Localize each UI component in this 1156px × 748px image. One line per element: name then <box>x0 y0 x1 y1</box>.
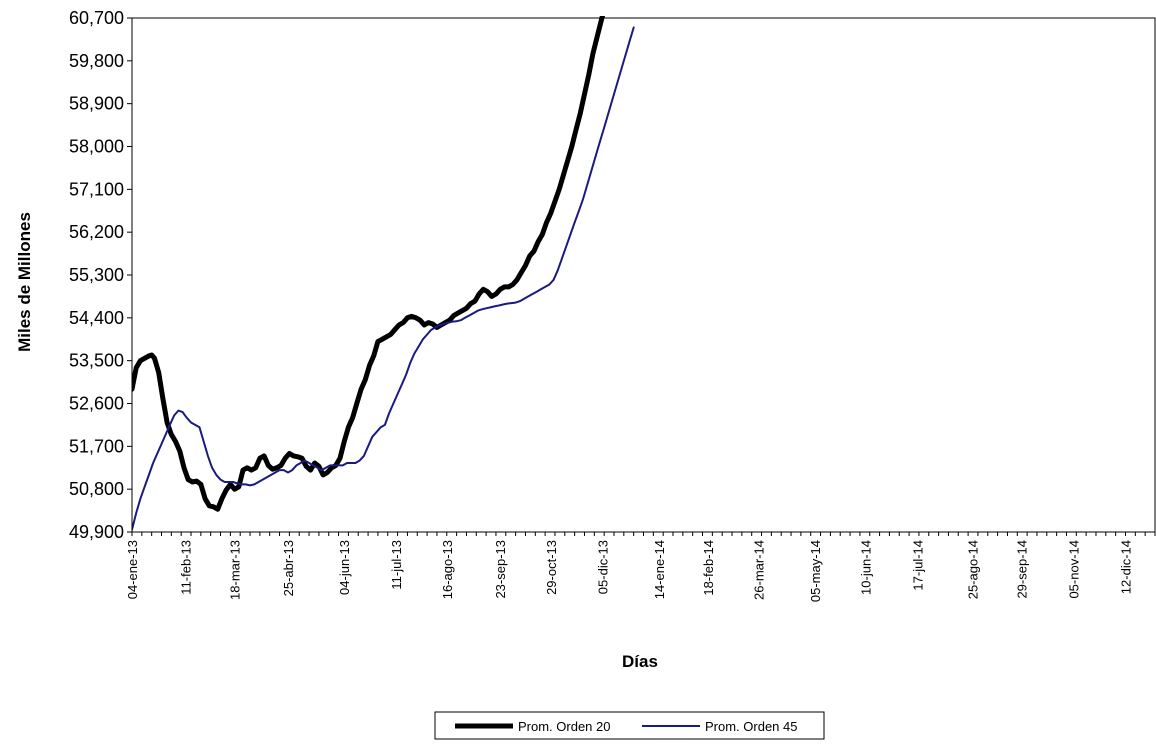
axes-group: 49,900 50,800 51,700 52,600 53,500 54,400 55,3… <box>69 8 1156 602</box>
x-axis-title: Días <box>622 652 658 671</box>
x-tick-label: 23-sep-13 <box>493 540 508 599</box>
series-line-1 <box>132 16 606 512</box>
y-tick-label: 53,500 <box>69 351 124 371</box>
y-tick-label: 57,100 <box>69 179 124 199</box>
y-tick-label: 51,700 <box>69 436 124 456</box>
x-tick-label: 14-ene-14 <box>652 540 667 599</box>
y-tick-label: 56,200 <box>69 222 124 242</box>
x-tick-label: 29-oct-13 <box>544 540 559 595</box>
x-tick-label: 18-mar-13 <box>228 540 243 600</box>
y-tick-label: 50,800 <box>69 479 124 499</box>
x-tick-label: 04-jun-13 <box>337 540 352 595</box>
y-tick-label: 58,000 <box>69 137 124 157</box>
y-tick-label: 54,400 <box>69 308 124 328</box>
x-tick-label: 26-mar-14 <box>752 540 767 600</box>
x-tick-label: 11-feb-13 <box>178 540 193 595</box>
x-tick-label: 05-dic-13 <box>596 540 611 594</box>
x-tick-label: 25-ago-14 <box>965 540 980 599</box>
y-tick-label: 60,700 <box>69 8 124 28</box>
x-tick-label: 04-ene-13 <box>125 540 140 599</box>
y-tick-label: 52,600 <box>69 394 124 414</box>
x-tick-label: 12-dic-14 <box>1119 540 1134 594</box>
y-axis-title: Miles de Millones <box>15 212 34 352</box>
x-tick-label: 18-feb-14 <box>701 540 716 596</box>
y-tick-label: 58,900 <box>69 94 124 114</box>
x-tick-label: 25-abr-13 <box>281 540 296 596</box>
x-tick-label: 05-may-14 <box>808 540 823 602</box>
series-line-2 <box>132 26 635 531</box>
x-tick-label: 10-jun-14 <box>859 540 874 595</box>
x-tick-label: 17-jul-14 <box>911 540 926 591</box>
x-tick-label: 05-nov-14 <box>1067 540 1082 599</box>
y-tick-label: 49,900 <box>69 522 124 542</box>
series-group <box>132 16 635 531</box>
x-tick-label: 29-sep-14 <box>1015 540 1030 599</box>
y-tick-label: 59,800 <box>69 51 124 71</box>
y-tick-label: 55,300 <box>69 265 124 285</box>
legend-label-1: Prom. Orden 20 <box>518 719 611 734</box>
x-tick-label: 11-jul-13 <box>389 540 404 590</box>
legend-box <box>434 711 825 740</box>
legend-label-2: Prom. Orden 45 <box>705 719 798 734</box>
x-tick-label: 16-ago-13 <box>440 540 455 599</box>
legend: Prom. Orden 20 Prom. Orden 45 <box>434 711 825 740</box>
